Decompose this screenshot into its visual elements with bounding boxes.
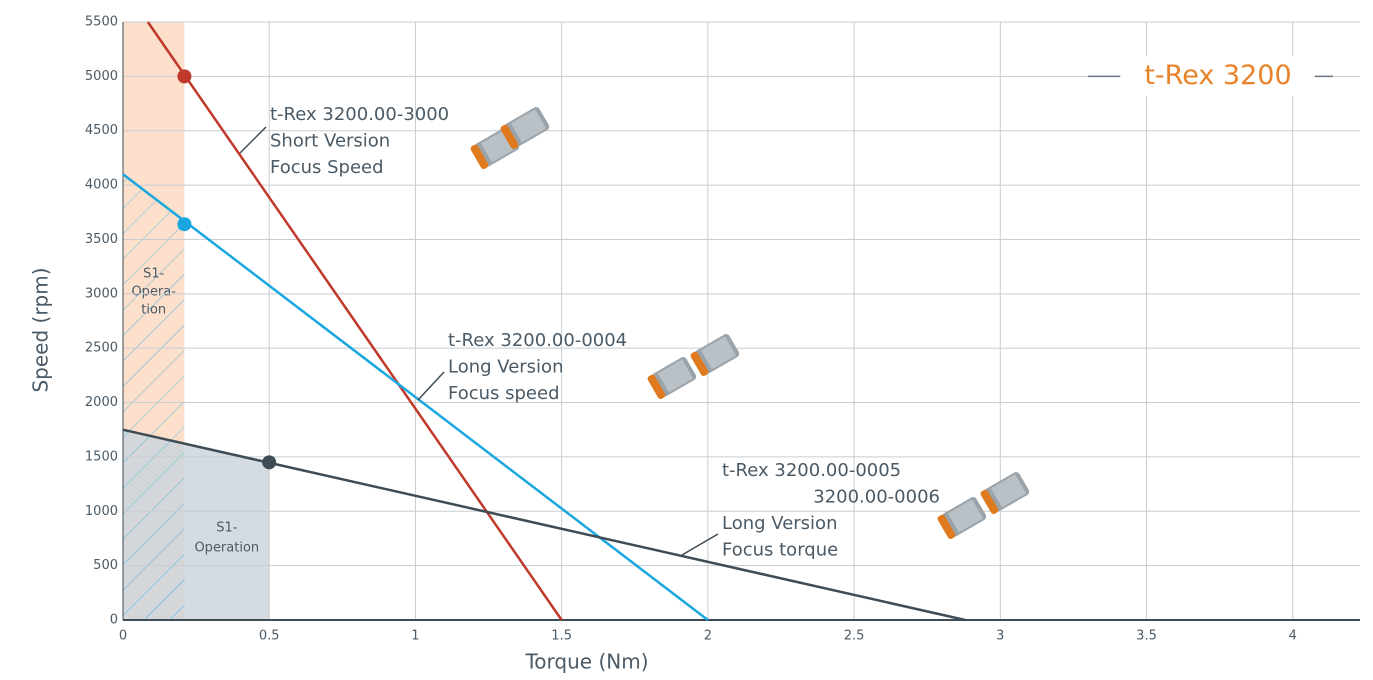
y-tick-label: 5500: [85, 15, 118, 30]
series-label: Short Version: [270, 131, 390, 152]
x-tick-label: 0.5: [259, 629, 280, 644]
region-label: S1-: [143, 267, 165, 282]
y-tick-label: 3000: [85, 286, 118, 301]
y-tick-label: 1500: [85, 449, 118, 464]
series-label: Focus speed: [448, 383, 560, 404]
series-label: Long Version: [448, 357, 563, 378]
series-label: 3200.00-0006: [813, 487, 940, 508]
series-label: t-Rex 3200.00-0005: [722, 460, 901, 481]
series-label: Focus torque: [722, 540, 838, 561]
rated-point: [177, 69, 191, 83]
regions: S1- Opera-tion S1- Operation: [123, 22, 269, 620]
y-tick-label: 3500: [85, 232, 118, 247]
x-axis-label: Torque (Nm): [524, 650, 648, 674]
y-tick-label: 0: [110, 613, 118, 628]
y-tick-label: 2500: [85, 341, 118, 356]
region-label: Operation: [194, 541, 259, 556]
x-tick-label: 2.5: [844, 629, 865, 644]
y-tick-label: 5000: [85, 69, 118, 84]
x-tick-label: 3.5: [1136, 629, 1157, 644]
x-tick-label: 3: [996, 629, 1004, 644]
x-tick-label: 1: [411, 629, 419, 644]
region-label: S1-: [216, 521, 238, 536]
leader-line: [682, 534, 718, 555]
rated-point: [262, 455, 276, 469]
x-tick-label: 1.5: [551, 629, 572, 644]
leader-line: [418, 372, 444, 400]
region-label: Opera-: [131, 285, 176, 300]
series-label: t-Rex 3200.00-0004: [448, 330, 627, 351]
rated-point: [177, 217, 191, 231]
y-tick-label: 2000: [85, 395, 118, 410]
series-label: Long Version: [722, 513, 837, 534]
x-tick-label: 4: [1289, 629, 1297, 644]
y-tick-label: 500: [93, 558, 118, 573]
hatch-region: [123, 174, 184, 620]
series-label: t-Rex 3200.00-3000: [270, 104, 449, 125]
x-tick-label: 2: [704, 629, 712, 644]
y-tick-label: 1000: [85, 504, 118, 519]
x-tick-label: 0: [119, 629, 127, 644]
y-tick-label: 4500: [85, 123, 118, 138]
chart: S1-Opera-tionS1-Operation 05001000150020…: [0, 0, 1373, 676]
y-axis-label: Speed (rpm): [29, 267, 53, 392]
y-tick-label: 4000: [85, 178, 118, 193]
chart-title: t-Rex 3200: [1144, 60, 1291, 91]
series-label: Focus Speed: [270, 157, 384, 178]
region-label: tion: [141, 303, 166, 318]
